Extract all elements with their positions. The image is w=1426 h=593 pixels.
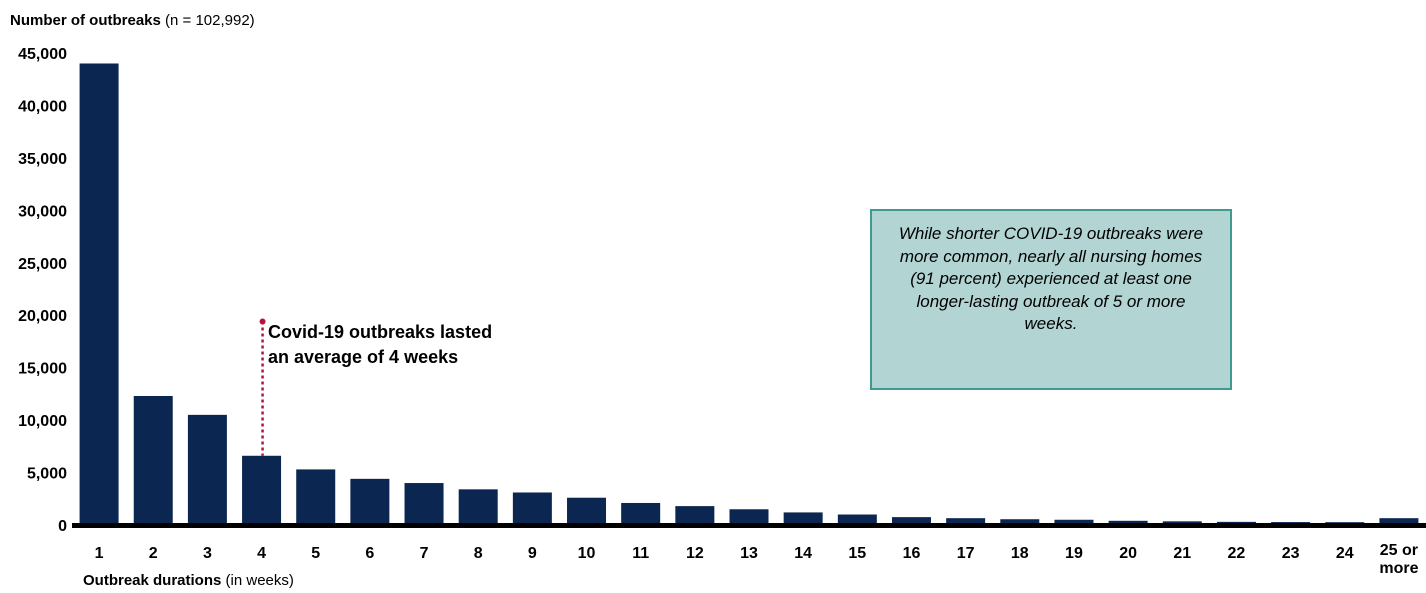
x-axis-title: Outbreak durations (in weeks)	[83, 572, 294, 589]
x-tick-label: 15	[848, 545, 866, 562]
bar	[79, 63, 119, 525]
callout-box: While shorter COVID-19 outbreaks were mo…	[870, 209, 1232, 390]
x-tick-label: 20	[1119, 545, 1137, 562]
x-tick-label: 11	[632, 545, 649, 562]
x-tick-label: 12	[686, 545, 704, 562]
y-tick-label: 30,000	[18, 203, 67, 220]
y-tick-label: 40,000	[18, 98, 67, 115]
bar	[783, 512, 823, 525]
x-tick-label: 4	[257, 545, 266, 562]
x-tick-label: 8	[474, 545, 483, 562]
bar	[946, 518, 986, 525]
x-tick-label: 23	[1282, 545, 1300, 562]
x-axis-line	[72, 523, 1426, 528]
x-tick-label: 10	[578, 545, 596, 562]
y-axis-title: Number of outbreaks (n = 102,992)	[10, 12, 255, 29]
x-tick-label: 19	[1065, 545, 1083, 562]
x-axis-title-note: (in weeks)	[225, 572, 294, 589]
y-tick-label: 25,000	[18, 256, 67, 273]
x-tick-label: 22	[1228, 545, 1246, 562]
bar	[404, 483, 444, 525]
x-tick-label: 16	[903, 545, 921, 562]
bar	[187, 414, 227, 525]
x-tick-label: 25 or more	[1379, 542, 1418, 577]
average-marker-dot	[259, 318, 266, 325]
x-tick-label: 6	[365, 545, 374, 562]
bar	[891, 517, 931, 525]
bar	[296, 469, 336, 525]
x-tick-label: 17	[957, 545, 975, 562]
bar	[133, 395, 173, 525]
y-axis-title-note: (n = 102,992)	[165, 12, 255, 29]
bar	[350, 478, 390, 525]
x-tick-label: 7	[420, 545, 429, 562]
x-tick-label: 3	[203, 545, 212, 562]
x-tick-label: 21	[1173, 545, 1191, 562]
y-axis-title-main: Number of outbreaks	[10, 12, 161, 29]
x-axis-title-main: Outbreak durations	[83, 572, 222, 589]
average-duration-annotation: Covid-19 outbreaks lasted an average of …	[268, 322, 493, 367]
bar	[512, 492, 552, 525]
bar	[242, 455, 282, 525]
y-tick-label: 20,000	[18, 308, 67, 325]
bar	[1379, 518, 1419, 525]
bar	[837, 514, 877, 525]
y-tick-label: 45,000	[18, 46, 67, 63]
x-tick-label: 18	[1011, 545, 1029, 562]
bar	[1000, 519, 1040, 525]
bar	[567, 497, 607, 525]
bar	[458, 489, 498, 525]
y-tick-label: 35,000	[18, 151, 67, 168]
x-tick-label: 24	[1336, 545, 1354, 562]
y-tick-label: 0	[58, 518, 67, 535]
x-tick-label: 9	[528, 545, 537, 562]
x-tick-label: 5	[311, 545, 320, 562]
y-tick-label: 10,000	[18, 413, 67, 430]
bar	[675, 506, 715, 525]
y-tick-label: 15,000	[18, 361, 67, 378]
bar	[621, 502, 661, 525]
x-tick-label: 1	[95, 545, 104, 562]
bar	[1054, 519, 1094, 525]
bar	[1108, 520, 1148, 525]
x-tick-label: 2	[149, 545, 158, 562]
x-tick-label: 13	[740, 545, 758, 562]
x-tick-label: 14	[794, 545, 812, 562]
bar	[729, 509, 769, 525]
y-tick-label: 5,000	[27, 466, 67, 483]
